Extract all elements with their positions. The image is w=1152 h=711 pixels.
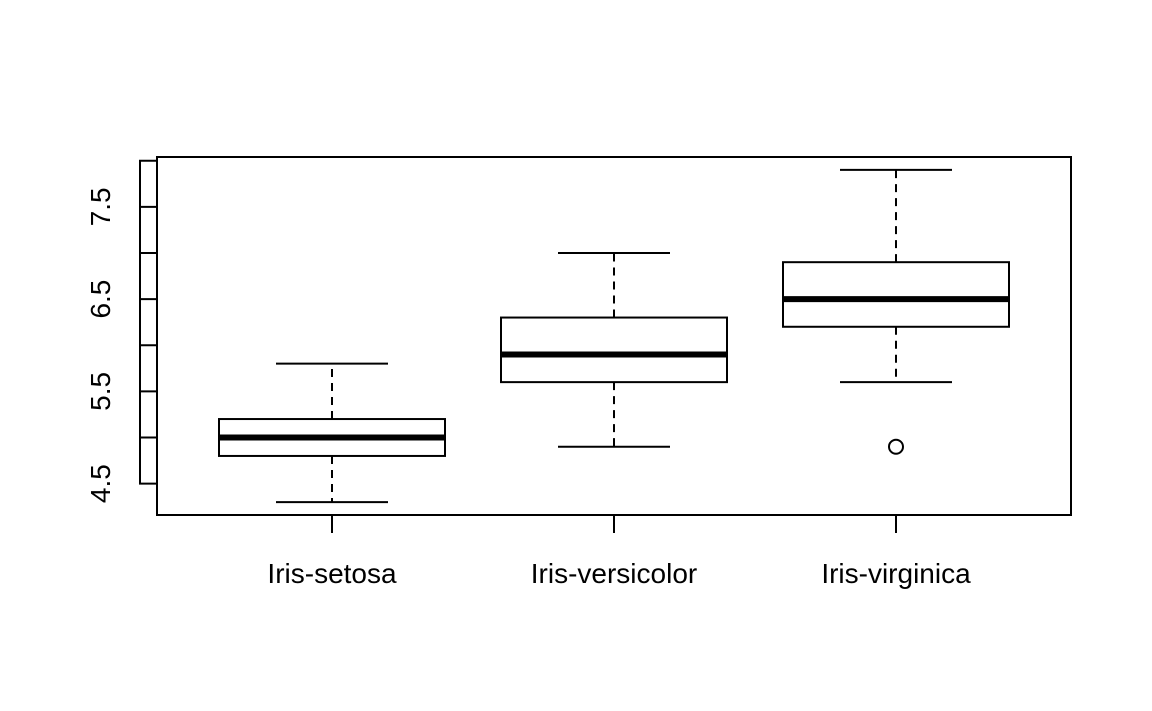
y-tick-label: 6.5 — [85, 280, 116, 319]
box-group — [782, 168, 1010, 455]
iqr-box — [500, 316, 728, 384]
plot-frame — [156, 156, 1072, 516]
y-axis: 4.5 5.5 6.5 7.5 — [85, 159, 157, 503]
iqr-box — [782, 261, 1010, 328]
y-tick-label: 5.5 — [85, 372, 116, 411]
x-tick-label: Iris-virginica — [821, 558, 971, 589]
x-tick-label: Iris-setosa — [267, 558, 397, 589]
x-tick-label: Iris-versicolor — [531, 558, 697, 589]
box-group — [500, 251, 728, 448]
outlier-point — [888, 438, 904, 455]
x-axis: Iris-setosa Iris-versicolor Iris-virginica — [267, 515, 971, 589]
box-series — [218, 168, 1010, 504]
y-tick-label: 4.5 — [85, 464, 116, 503]
box-group — [218, 362, 446, 504]
y-tick-label: 7.5 — [85, 187, 116, 226]
